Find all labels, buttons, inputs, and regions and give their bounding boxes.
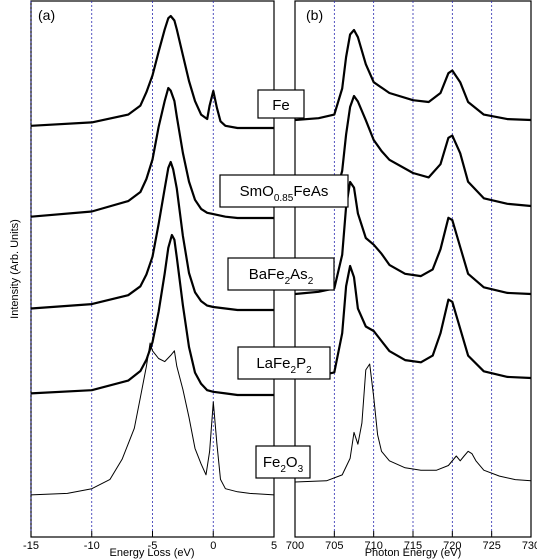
x-tick-label: 730 bbox=[522, 540, 537, 552]
series-line-a-3 bbox=[30, 233, 274, 397]
fe2o3-mid: O bbox=[286, 454, 298, 471]
label-lafe2p2: LaFe2P2 bbox=[237, 346, 331, 380]
x-axis-title-a: Energy Loss (eV) bbox=[110, 547, 195, 559]
series-line-a-0 bbox=[30, 14, 274, 130]
x-tick-label: 715 bbox=[404, 540, 422, 552]
series-line-b-1 bbox=[294, 94, 532, 208]
panel-a-label: (a) bbox=[38, 7, 55, 23]
fe2o3-sub1: 2 bbox=[280, 464, 286, 475]
series-line-a-4 bbox=[30, 342, 275, 496]
series-line-b-0 bbox=[294, 28, 532, 122]
bafe-sub2: 2 bbox=[308, 276, 314, 287]
panel-b-gridlines bbox=[333, 1, 493, 537]
fe2o3-main: Fe bbox=[263, 454, 281, 471]
label-fe-text: Fe bbox=[272, 97, 290, 114]
x-tick-label: 700 bbox=[286, 540, 304, 552]
lafe-sub2: 2 bbox=[306, 365, 312, 376]
x-tick-label: -10 bbox=[84, 540, 100, 552]
x-tick-label: 710 bbox=[364, 540, 382, 552]
series-line-b-3 bbox=[294, 264, 532, 380]
panel-b-curves bbox=[294, 28, 532, 483]
label-bafe2as2: BaFe2As2 bbox=[227, 257, 335, 291]
y-axis-title: Intensity (Arb. Units) bbox=[9, 219, 21, 319]
panel-b-ticks: 700 705 710 715 720 725 730 bbox=[286, 531, 537, 552]
svg-text:SmO0.85FeAs: SmO0.85FeAs bbox=[240, 183, 329, 204]
label-fe2o3: Fe2O3 bbox=[255, 445, 311, 479]
x-tick-label: -15 bbox=[23, 540, 39, 552]
smo-rest: FeAs bbox=[293, 183, 328, 200]
x-tick-label: 0 bbox=[210, 540, 216, 552]
x-tick-label: 5 bbox=[271, 540, 277, 552]
panel-b-label: (b) bbox=[306, 7, 323, 23]
fe2o3-sub2: 3 bbox=[298, 464, 304, 475]
smo-sub: 0.85 bbox=[274, 193, 294, 204]
x-tick-label: 720 bbox=[443, 540, 461, 552]
panel-a-curves bbox=[30, 14, 275, 496]
svg-text:BaFe2As2: BaFe2As2 bbox=[249, 266, 314, 287]
series-line-b-4 bbox=[294, 363, 532, 483]
label-fe: Fe bbox=[257, 89, 305, 119]
lafe-main: LaFe bbox=[256, 355, 290, 372]
series-line-a-2 bbox=[30, 160, 274, 312]
x-tick-label: 725 bbox=[482, 540, 500, 552]
svg-text:LaFe2P2: LaFe2P2 bbox=[256, 355, 312, 376]
bafe-main: BaFe bbox=[249, 266, 285, 283]
x-tick-label: 705 bbox=[325, 540, 343, 552]
series-line-b-2 bbox=[294, 180, 532, 296]
smo-main: SmO bbox=[240, 183, 274, 200]
svg-text:Fe2O3: Fe2O3 bbox=[263, 454, 304, 475]
label-smo085feas: SmO0.85FeAs bbox=[219, 174, 349, 208]
lafe-sub1: 2 bbox=[291, 365, 297, 376]
panel-a-ticks: -15 -10 -5 0 5 bbox=[23, 531, 277, 552]
x-tick-label: -5 bbox=[148, 540, 158, 552]
x-axis-title-b: Photon Energy (eV) bbox=[365, 547, 462, 559]
bafe-sub1: 2 bbox=[285, 276, 291, 287]
panel-a-gridlines bbox=[30, 1, 214, 537]
series-line-a-1 bbox=[30, 86, 274, 220]
lafe-mid: P bbox=[296, 355, 306, 372]
bafe-mid: As bbox=[290, 266, 308, 283]
